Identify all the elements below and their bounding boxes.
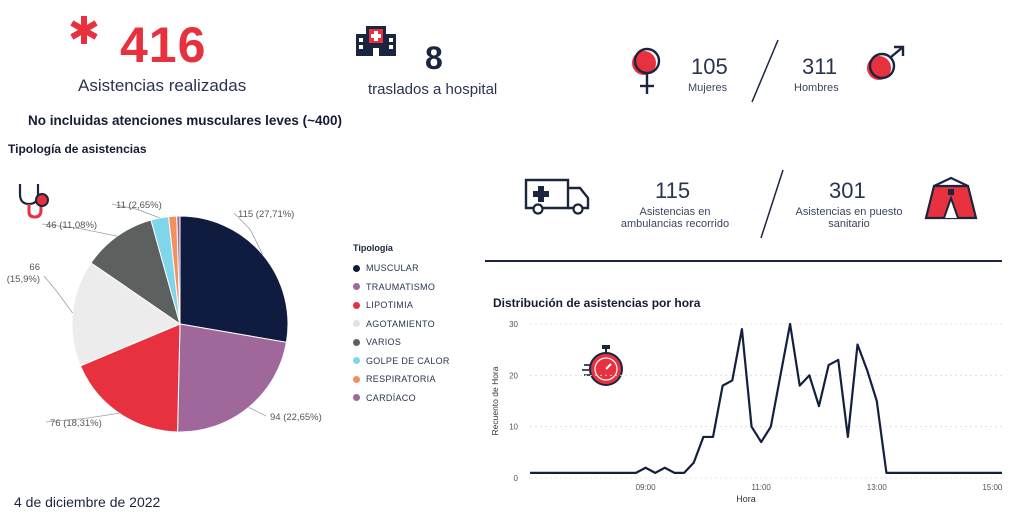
legend-item: CARDÍACO (353, 389, 450, 408)
women-label: Mujeres (688, 82, 728, 94)
star-of-life-icon (68, 14, 100, 46)
legend-swatch (353, 375, 360, 383)
pie-data-label: 66 (29, 262, 40, 273)
hospital-transfers-label: traslados a hospital (368, 81, 498, 98)
legend-label: GOLPE DE CALOR (366, 355, 450, 366)
pie-leader-line (233, 212, 263, 255)
pie-slice-muscular (179, 215, 289, 343)
divider-slash (748, 38, 782, 109)
hospital-icon (354, 24, 398, 58)
legend-label: TRAUMATISMO (366, 281, 436, 292)
post-label: Asistencias en puesto sanitario (784, 206, 914, 230)
total-assists-label: Asistencias realizadas (78, 76, 247, 95)
pie-data-label: 46 (11,08%) (46, 220, 97, 231)
legend-swatch (353, 320, 360, 328)
legend-label: RESPIRATORIA (366, 374, 436, 385)
legend-item: MUSCULAR (353, 259, 450, 278)
legend-item: RESPIRATORIA (353, 370, 450, 389)
legend-item: TRAUMATISMO (353, 278, 450, 297)
y-tick-label: 20 (509, 371, 518, 380)
legend-label: LIPOTIMIA (366, 300, 414, 311)
ambulance-number: 115 (655, 178, 691, 203)
legend-item: LIPOTIMIA (353, 296, 450, 315)
men-number: 311 (802, 54, 838, 79)
ambulance-label-line2: ambulancias recorrido (620, 218, 730, 230)
pie-leader-line (41, 223, 118, 237)
legend-label: MUSCULAR (366, 263, 419, 274)
section-divider (485, 260, 1002, 262)
legend-label: CARDÍACO (366, 392, 416, 403)
y-axis-label: Recuento de Hora (490, 366, 500, 435)
legend-swatch (353, 338, 360, 346)
x-tick-label: 13:00 (867, 483, 888, 492)
pie-chart: 115 (27,71%) 94 (22,65%) 76 (18,31%) 66(15,… (7, 200, 322, 433)
legend-swatch (353, 301, 360, 309)
women-number: 105 (691, 54, 728, 79)
legend-item: VARIOS (353, 333, 450, 352)
men-label: Hombres (794, 82, 839, 94)
pie-section-title: Tipología de asistencias (8, 142, 147, 156)
pie-leader-line (111, 203, 160, 219)
post-label-line2: sanitario (828, 218, 870, 230)
line-section-title: Distribución de asistencias por hora (493, 296, 701, 310)
pie-legend: Tipología MUSCULAR TRAUMATISMO LIPOTIMIA AG… (353, 243, 450, 407)
pie-slice-traumatismo (177, 323, 288, 433)
post-number: 301 (829, 178, 866, 203)
divider-slash-2 (758, 168, 786, 245)
tent-icon (920, 176, 982, 220)
hospital-transfers-number: 8 (425, 40, 443, 76)
legend-title: Tipología (353, 243, 393, 253)
legend-label: AGOTAMIENTO (366, 318, 435, 329)
stopwatch-icon (582, 343, 628, 389)
legend-item: GOLPE DE CALOR (353, 352, 450, 371)
legend-swatch (353, 283, 360, 291)
legend-item: AGOTAMIENTO (353, 315, 450, 334)
pie-data-label: 115 (27,71%) (238, 209, 294, 220)
x-tick-label: 11:00 (751, 483, 771, 492)
male-icon (862, 44, 910, 84)
y-tick-label: 10 (509, 423, 518, 432)
post-label-line1: Asistencias en puesto (795, 206, 903, 218)
stethoscope-icon (14, 180, 54, 220)
legend-swatch (353, 264, 360, 272)
pie-slice-card-aco (176, 215, 181, 325)
ambulance-label-line1: Asistencias en (639, 206, 711, 218)
female-icon (626, 46, 666, 98)
pie-leader-line (43, 275, 73, 314)
y-tick-label: 0 (514, 474, 519, 483)
y-tick-label: 30 (509, 320, 518, 329)
pie-data-label: (15,9%) (7, 274, 40, 285)
total-assists-number: 416 (120, 17, 207, 73)
note-text: No incluidas atenciones musculares leves… (28, 113, 343, 128)
pie-slice-lipotimia (79, 323, 181, 433)
ambulance-icon (524, 176, 592, 216)
pie-leader-line (248, 407, 267, 417)
series-line (530, 322, 1002, 474)
x-tick-label: 15:00 (982, 483, 1003, 492)
pie-data-label: 76 (18,31%) (50, 418, 102, 429)
pie-leader-line (45, 412, 120, 423)
legend-label: VARIOS (366, 337, 402, 348)
footer-date: 4 de diciembre de 2022 (14, 494, 161, 510)
legend-swatch (353, 357, 360, 365)
ambulance-label: Asistencias en ambulancias recorrido (612, 206, 738, 230)
x-tick-label: 09:00 (636, 483, 657, 492)
pie-data-label: 11 (2,65%) (116, 200, 162, 211)
x-axis-label: Hora (736, 494, 756, 504)
pie-slice-agotamiento (71, 262, 182, 367)
legend-list: MUSCULAR TRAUMATISMO LIPOTIMIA AGOTAMIENTO V… (353, 259, 450, 407)
pie-data-label: 94 (22,65%) (270, 412, 322, 423)
legend-swatch (353, 394, 360, 402)
line-chart: 0 10 20 30 09:00 11:00 13:00 15:00 Hora Recuento … (490, 320, 1003, 504)
